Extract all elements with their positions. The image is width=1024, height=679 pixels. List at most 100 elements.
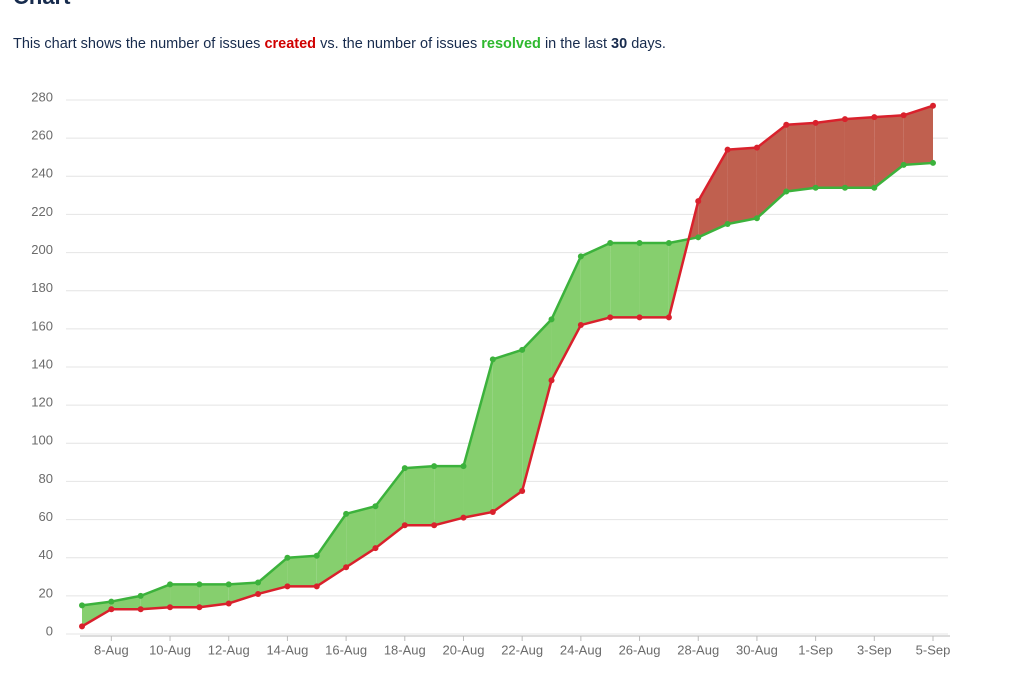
point <box>724 146 731 153</box>
point <box>665 240 672 247</box>
difference-area <box>199 584 229 608</box>
y-tick-label: 100 <box>31 433 53 448</box>
text: This chart shows the number of issues <box>13 36 265 52</box>
x-tick-label: 18-Aug <box>384 642 426 657</box>
difference-area <box>639 243 669 318</box>
difference-area <box>492 349 523 512</box>
point <box>372 545 379 552</box>
page-title: Chart <box>13 0 70 10</box>
point <box>841 184 848 191</box>
point <box>871 184 878 191</box>
point <box>284 554 291 561</box>
difference-area <box>170 584 200 608</box>
point <box>431 463 438 470</box>
difference-area <box>228 582 259 604</box>
point <box>636 314 643 321</box>
point <box>753 144 760 151</box>
point <box>460 463 467 470</box>
point <box>548 316 555 323</box>
point <box>167 581 174 588</box>
y-tick-label: 20 <box>39 585 53 600</box>
y-tick-label: 240 <box>31 166 53 181</box>
point <box>519 346 526 353</box>
difference-area <box>551 256 581 381</box>
text: days. <box>627 36 666 52</box>
difference-area <box>903 105 933 165</box>
difference-area <box>580 243 611 326</box>
y-tick-label: 120 <box>31 395 53 410</box>
difference-area <box>463 359 493 518</box>
difference-area <box>727 147 757 224</box>
difference-area <box>844 117 875 188</box>
x-tick-label: 28-Aug <box>677 642 719 657</box>
x-tick-label: 24-Aug <box>560 642 602 657</box>
y-tick-label: 160 <box>31 318 53 333</box>
point <box>930 102 936 109</box>
difference-area <box>434 466 464 526</box>
point <box>783 188 790 195</box>
y-tick-label: 0 <box>46 623 53 638</box>
point <box>519 487 526 494</box>
difference-area <box>522 319 552 491</box>
point <box>79 602 85 609</box>
y-tick-label: 200 <box>31 242 53 257</box>
point <box>108 606 115 613</box>
point <box>372 503 379 510</box>
point <box>284 583 291 590</box>
point <box>900 161 907 168</box>
difference-area <box>786 122 816 192</box>
point <box>79 623 85 630</box>
point <box>489 356 496 363</box>
point <box>489 508 496 515</box>
point <box>431 522 438 529</box>
x-tick-label: 10-Aug <box>149 642 191 657</box>
point <box>724 220 731 227</box>
x-tick-label: 5-Sep <box>916 642 951 657</box>
point <box>137 592 144 599</box>
y-tick-label: 40 <box>39 547 53 562</box>
difference-area <box>316 513 347 587</box>
point <box>753 215 760 222</box>
y-tick-label: 180 <box>31 280 53 295</box>
point <box>255 579 262 586</box>
point <box>313 552 320 559</box>
x-tick-label: 26-Aug <box>619 642 661 657</box>
line <box>81 104 934 628</box>
point <box>930 159 936 166</box>
x-tick-label: 8-Aug <box>94 642 129 657</box>
text: vs. the number of issues <box>316 36 482 52</box>
point <box>812 119 819 126</box>
point <box>548 377 555 384</box>
y-tick-label: 280 <box>31 89 53 104</box>
difference-area <box>287 555 317 587</box>
point <box>401 522 408 529</box>
x-tick-label: 1-Sep <box>798 642 833 657</box>
difference-area <box>698 149 728 238</box>
difference-area <box>815 119 845 188</box>
x-tick-label: 22-Aug <box>501 642 543 657</box>
point <box>607 240 614 247</box>
y-tick-label: 220 <box>31 204 53 219</box>
text: 30 <box>611 36 628 52</box>
point <box>196 604 203 611</box>
point <box>137 606 144 613</box>
point <box>695 198 702 205</box>
point <box>665 314 672 321</box>
point <box>167 604 174 611</box>
point <box>196 581 203 588</box>
point <box>841 116 848 123</box>
difference-area <box>140 584 171 610</box>
point <box>577 322 584 329</box>
point <box>607 314 614 321</box>
x-tick-label: 30-Aug <box>736 642 778 657</box>
y-tick-label: 140 <box>31 356 53 371</box>
x-tick-label: 20-Aug <box>443 642 485 657</box>
point <box>695 234 702 241</box>
line <box>81 161 934 607</box>
point <box>313 583 320 590</box>
difference-area <box>82 601 112 627</box>
y-tick-label: 60 <box>39 509 53 524</box>
point <box>900 112 907 119</box>
point <box>343 564 350 571</box>
